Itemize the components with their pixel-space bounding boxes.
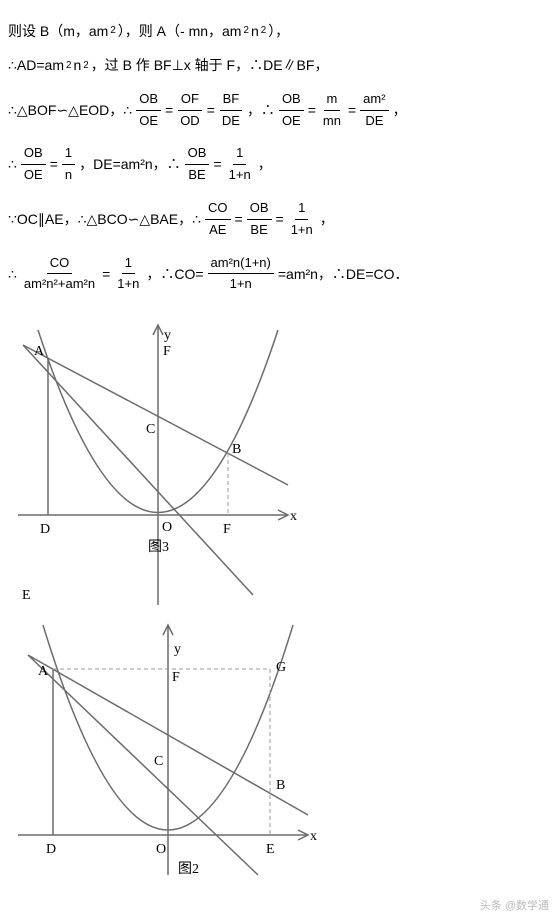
point-O: O: [156, 842, 166, 857]
text: n: [251, 20, 259, 42]
text: ∴△BOF∽△EOD，∴: [8, 99, 132, 121]
fraction: am²n(1+n)1+n: [208, 253, 274, 296]
fraction: 11+n: [114, 253, 142, 296]
eq: =: [165, 99, 173, 121]
point-C: C: [146, 422, 155, 437]
fraction: BFDE: [219, 89, 243, 132]
point-O: O: [162, 520, 172, 535]
point-B: B: [276, 778, 285, 793]
proof-line-5: ∵OC∥AE，∴△BCO∽△BAE，∴ COAE = OBBE = 11+n ，: [8, 198, 549, 241]
eq: =: [102, 263, 110, 285]
point-F: F: [172, 670, 180, 685]
text: ，∴: [247, 99, 275, 121]
fraction: COam²n²+am²n: [21, 253, 98, 296]
point-D: D: [40, 522, 50, 537]
fraction: OBBE: [185, 143, 210, 186]
point-A: A: [38, 664, 49, 679]
watermark: 头条 @数学通: [480, 897, 549, 913]
fraction: OBOE: [279, 89, 304, 132]
axis-y: y: [174, 642, 181, 657]
proof-line-3: ∴△BOF∽△EOD，∴ OBOE = OFOD = BFDE ，∴ OBOE …: [8, 89, 549, 132]
point-A: A: [34, 344, 45, 359]
text: ，DE=am²n，∴: [79, 153, 181, 175]
proof-line-6: ∴ COam²n²+am²n = 11+n ，∴CO= am²n(1+n)1+n…: [8, 253, 549, 296]
point-F-top: F: [163, 344, 171, 359]
text: ∴: [8, 153, 17, 175]
eq: =: [348, 99, 356, 121]
text: ，: [320, 208, 334, 230]
sup: 2: [66, 58, 71, 74]
text: ），则 A（- mn，am: [118, 20, 242, 42]
point-C: C: [154, 754, 163, 769]
text: ，: [393, 99, 407, 121]
eq: =: [276, 208, 284, 230]
eq: =: [235, 208, 243, 230]
sup: 2: [243, 23, 248, 39]
sup: 2: [261, 23, 266, 39]
point-E: E: [22, 588, 31, 603]
fraction: OBOE: [21, 143, 46, 186]
eq: =: [308, 99, 316, 121]
eq: =: [213, 153, 221, 175]
text: =am²n，∴DE=CO．: [278, 263, 409, 285]
fraction: OFOD: [177, 89, 203, 132]
figure-3-label: 图3: [148, 540, 169, 555]
fraction: OBOE: [136, 89, 161, 132]
text: ∵OC∥AE，∴△BCO∽△BAE，∴: [8, 208, 201, 230]
sup: 2: [110, 23, 115, 39]
figure-2-label: 图2: [178, 862, 199, 877]
eq: =: [207, 99, 215, 121]
point-B: B: [232, 442, 241, 457]
fraction: 11+n: [288, 198, 316, 241]
point-E: E: [266, 842, 275, 857]
fraction: 11+n: [226, 143, 254, 186]
text: ，: [258, 153, 272, 175]
figure-2: A B C D E F G O x y 图2: [8, 615, 328, 895]
figure-3: A B C D E F F O x y 图3: [8, 315, 308, 615]
point-F-axis: F: [223, 522, 231, 537]
axis-x: x: [290, 509, 297, 524]
proof-line-2: ∴AD=am2 n2 ，过 B 作 BF⊥x 轴于 F，∴DE∥BF，: [8, 54, 549, 76]
text: 则设 B（m，am: [8, 20, 108, 42]
text: n: [73, 54, 81, 76]
text: ∴: [8, 263, 17, 285]
fraction: OBBE: [247, 198, 272, 241]
axis-x: x: [310, 829, 317, 844]
sup: 2: [83, 58, 88, 74]
fraction: am²DE: [360, 89, 388, 132]
text: ，∴CO=: [146, 263, 203, 285]
proof-line-1: 则设 B（m，am2 ），则 A（- mn，am2 n2 ），: [8, 20, 549, 42]
point-G: G: [276, 660, 286, 675]
axis-y: y: [164, 328, 171, 343]
text: ∴AD=am: [8, 54, 64, 76]
text: ），: [268, 20, 289, 42]
fraction: COAE: [205, 198, 231, 241]
eq: =: [50, 153, 58, 175]
fraction: mmn: [320, 89, 344, 132]
point-D: D: [46, 842, 56, 857]
proof-line-4: ∴ OBOE = 1n ，DE=am²n，∴ OBBE = 11+n ，: [8, 143, 549, 186]
fraction: 1n: [62, 143, 75, 186]
text: ，过 B 作 BF⊥x 轴于 F，∴DE∥BF，: [91, 54, 329, 76]
